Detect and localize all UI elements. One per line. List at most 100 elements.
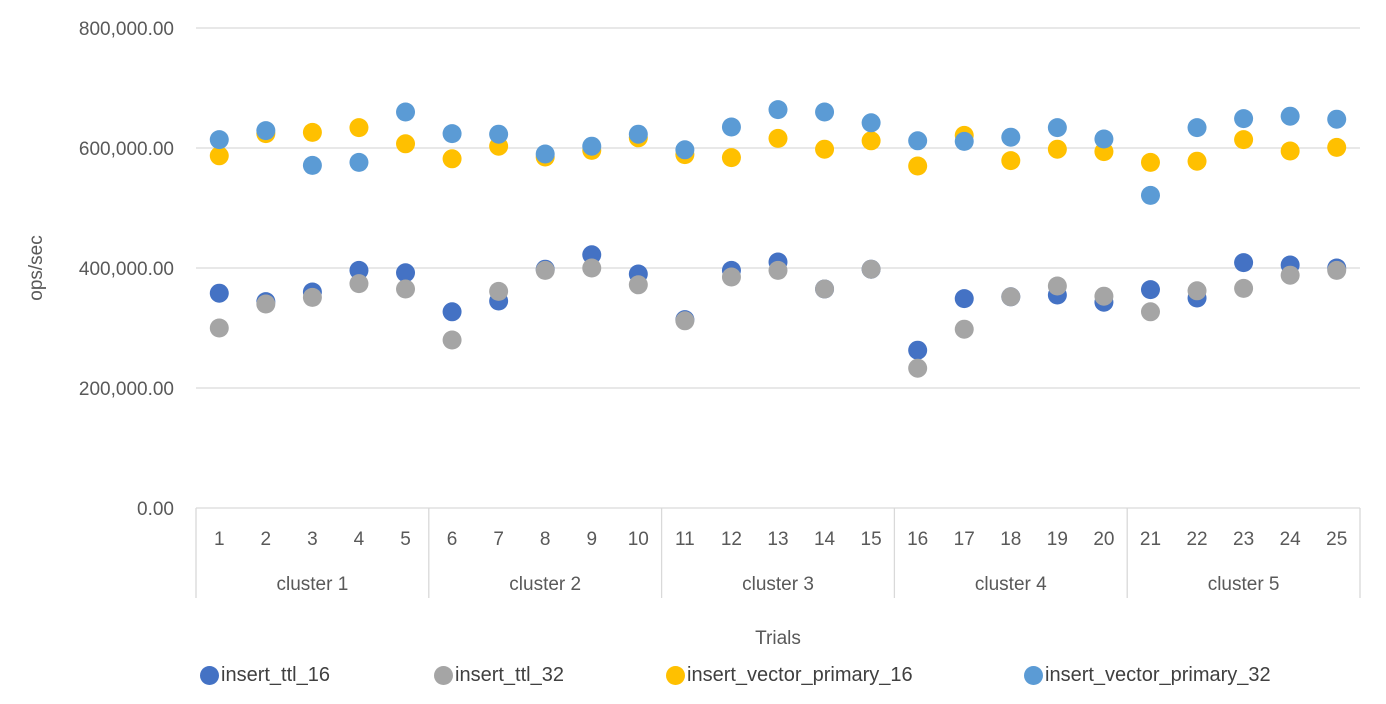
legend-item: insert_ttl_16 (200, 664, 330, 687)
data-points (209, 100, 1347, 378)
data-point (1234, 278, 1254, 298)
x-tick-label: 25 (1326, 529, 1347, 550)
series-insert_vector_primary_32 (209, 100, 1347, 205)
data-point (815, 139, 835, 159)
data-point (1047, 139, 1067, 159)
data-point (908, 340, 928, 360)
data-point (396, 279, 416, 299)
data-point (861, 259, 881, 279)
data-point (442, 124, 462, 144)
data-point (1187, 151, 1207, 171)
data-point (1047, 118, 1067, 138)
data-point (721, 267, 741, 287)
data-point (535, 144, 555, 164)
x-tick-label: 19 (1047, 529, 1068, 550)
data-point (1187, 281, 1207, 301)
data-point (1001, 127, 1021, 147)
x-tick-label: 21 (1140, 529, 1161, 550)
data-point (1234, 109, 1254, 129)
data-point (349, 152, 369, 172)
data-point (1327, 109, 1347, 129)
legend-label: insert_vector_primary_16 (687, 664, 913, 686)
x-tick-label: 6 (447, 529, 458, 550)
data-point (768, 260, 788, 280)
data-point (442, 149, 462, 169)
data-point (489, 281, 509, 301)
legend-marker (666, 666, 685, 685)
x-axis-title: Trials (755, 628, 801, 649)
x-tick-label: 20 (1093, 529, 1114, 550)
x-tick-label: 22 (1186, 529, 1207, 550)
data-point (721, 148, 741, 168)
x-group-label: cluster 5 (1208, 574, 1280, 595)
data-point (396, 263, 416, 283)
y-tick-label: 0.00 (137, 499, 174, 520)
x-tick-label: 3 (307, 529, 318, 550)
data-point (442, 330, 462, 350)
data-point (1280, 106, 1300, 126)
data-point (1280, 265, 1300, 285)
data-point (582, 245, 602, 265)
data-point (1327, 137, 1347, 157)
data-point (954, 131, 974, 151)
data-point (1047, 276, 1067, 296)
data-point (209, 146, 229, 166)
data-point (1094, 129, 1114, 149)
x-tick-label: 2 (261, 529, 272, 550)
x-tick-label: 12 (721, 529, 742, 550)
x-tick-label: 24 (1280, 529, 1302, 550)
x-tick-label: 8 (540, 529, 551, 550)
data-point (1327, 260, 1347, 280)
data-point (1234, 253, 1254, 273)
data-point (1001, 287, 1021, 307)
data-point (535, 260, 555, 280)
x-group-label: cluster 2 (509, 574, 581, 595)
data-point (675, 140, 695, 160)
data-point (349, 260, 369, 280)
data-point (582, 136, 602, 156)
x-tick-label: 5 (400, 529, 411, 550)
data-point (954, 289, 974, 309)
data-point (302, 287, 322, 307)
legend-item: insert_ttl_32 (434, 664, 564, 687)
data-point (861, 131, 881, 151)
data-point (396, 102, 416, 122)
data-point (1094, 286, 1114, 306)
data-point (256, 121, 276, 141)
y-axis-ticks: 0.00 200,000.00 400,000.00 600,000.00 800,00… (79, 19, 174, 520)
x-tick-label: 4 (354, 529, 365, 550)
data-point (954, 319, 974, 339)
x-tick-label: 16 (907, 529, 928, 550)
x-tick-label: 14 (814, 529, 836, 550)
data-point (1140, 152, 1160, 172)
data-point (861, 113, 881, 133)
data-point (675, 311, 695, 331)
y-tick-label: 400,000.00 (79, 259, 174, 280)
series-insert_vector_primary_16 (209, 118, 1347, 176)
x-axis: 1 2 3 4 5 6 7 8 9 10 11 12 13 14 15 16 17 18 19 20 21 22 23 24 2… (195, 508, 1361, 598)
data-point (209, 318, 229, 338)
data-point (628, 275, 648, 295)
data-point (1187, 118, 1207, 138)
data-point (1001, 151, 1021, 171)
x-group-label: cluster 3 (742, 574, 814, 595)
x-tick-label: 15 (861, 529, 882, 550)
data-point (908, 156, 928, 176)
x-tick-label: 13 (767, 529, 788, 550)
data-point (302, 155, 322, 175)
data-point (1280, 141, 1300, 161)
legend-label: insert_vector_primary_32 (1045, 664, 1271, 686)
data-point (628, 124, 648, 144)
x-tick-label: 18 (1000, 529, 1021, 550)
y-axis-title: ops/sec (26, 235, 47, 300)
x-group-label: cluster 1 (276, 574, 348, 595)
data-point (908, 358, 928, 378)
x-tick-label: 11 (675, 529, 695, 550)
x-tick-label: 17 (954, 529, 975, 550)
y-tick-label: 200,000.00 (79, 379, 174, 400)
data-point (1234, 130, 1254, 150)
x-tick-label: 7 (493, 529, 504, 550)
legend-marker (1024, 666, 1043, 685)
y-tick-label: 600,000.00 (79, 139, 174, 160)
legend-item: insert_vector_primary_32 (1024, 664, 1271, 687)
